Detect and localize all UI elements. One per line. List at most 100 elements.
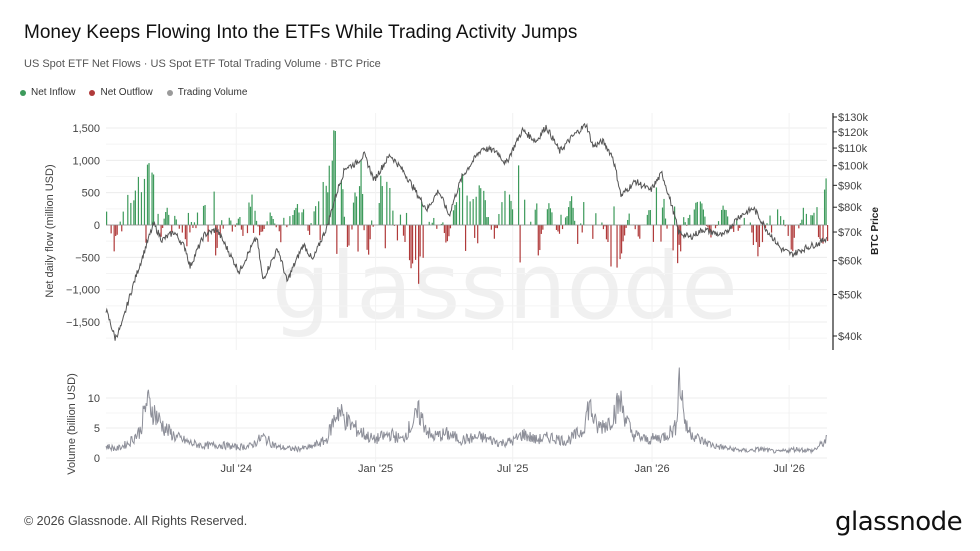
axes: 1,500 1,000 500 0 −500 −1,000 −1,500 $130k $120k… [66, 112, 868, 475]
flow-bar [378, 203, 380, 225]
flow-bar [393, 225, 395, 226]
flow-bar [572, 207, 574, 225]
flow-bar [484, 200, 486, 225]
flow-bar [577, 225, 579, 244]
flow-bar [230, 220, 232, 225]
flow-bar [354, 192, 356, 225]
flow-bar [783, 219, 785, 225]
flow-bar [445, 225, 447, 243]
flow-bar [165, 212, 167, 225]
flow-bar [343, 216, 346, 225]
flow-bar [402, 225, 405, 236]
flow-bar [151, 172, 153, 225]
flow-bar [358, 186, 361, 225]
flow-bar [392, 210, 394, 225]
flow-bar [296, 204, 299, 225]
x-tick-label: Jul '24 [221, 463, 252, 475]
flow-bar [625, 225, 627, 228]
watermark: glassnode [272, 233, 738, 340]
flow-bar [566, 216, 568, 225]
flow-bar [464, 225, 467, 251]
flow-bar [805, 213, 807, 225]
y2-tick-label: $50k [838, 290, 862, 302]
flow-bar [540, 225, 542, 234]
volume-tick-label: 5 [94, 423, 100, 435]
flow-bar [286, 225, 288, 228]
legend-item-net-outflow[interactable]: Net Outflow [89, 87, 153, 98]
flow-bar [386, 181, 388, 225]
flow-bar [399, 214, 402, 225]
flow-bar [602, 225, 605, 230]
flow-bar [567, 207, 570, 225]
flow-bar [381, 186, 383, 225]
flow-bar [739, 225, 741, 229]
flow-bar [678, 225, 680, 245]
flow-bar [113, 225, 115, 252]
flow-bar [355, 196, 358, 225]
flow-bar [193, 222, 196, 225]
flow-bar [363, 225, 365, 231]
flow-bar [581, 225, 583, 233]
flow-bar [174, 215, 176, 225]
brand-logo[interactable]: glassnode [835, 507, 963, 537]
flow-bar [561, 225, 564, 230]
flow-bar [486, 217, 488, 225]
flow-bar [162, 225, 164, 229]
y-axis-title: Net daily flow (million USD) [44, 164, 56, 297]
flow-bar [498, 214, 500, 225]
y-tick-label: 0 [94, 220, 100, 232]
flow-bar [346, 225, 349, 247]
flow-bar [622, 225, 624, 242]
flow-bar [255, 220, 258, 225]
legend-item-net-inflow[interactable]: Net Inflow [20, 87, 75, 98]
flow-bar [340, 180, 342, 225]
flow-bar [278, 225, 280, 232]
flow-bar [801, 219, 803, 225]
flow-bar [733, 225, 735, 232]
flow-bar [389, 187, 391, 225]
legend-dot-icon [166, 89, 173, 96]
flow-bar [798, 225, 800, 229]
flow-bar [342, 189, 344, 225]
flow-bar [536, 203, 538, 225]
flow-bar [461, 173, 464, 225]
flow-bar [490, 225, 492, 230]
flow-bar [813, 212, 815, 225]
flow-bar [396, 225, 399, 241]
flow-bar [518, 165, 520, 225]
y2-tick-label: $100k [838, 161, 868, 173]
flow-bar [442, 222, 444, 225]
legend-item-trading-volume[interactable]: Trading Volume [166, 87, 247, 98]
flow-bar [555, 225, 558, 230]
flow-bar [661, 207, 664, 225]
flow-bar [237, 218, 239, 225]
flow-bar [701, 203, 703, 225]
chart-title: Money Keeps Flowing Into the ETFs While … [24, 22, 578, 43]
flow-bar [222, 225, 224, 229]
y2-tick-label: $130k [838, 112, 868, 124]
flow-bar [372, 225, 374, 227]
flow-bar [704, 216, 706, 225]
flow-bar [236, 223, 238, 225]
flow-bar [371, 220, 373, 225]
flow-bar [749, 222, 751, 225]
legend: Net Inflow Net Outflow Trading Volume [20, 87, 247, 98]
flow-bar [569, 201, 571, 225]
flow-bar [366, 225, 368, 250]
flow-bar [784, 225, 786, 227]
flow-bar [687, 218, 689, 225]
flow-bar [262, 225, 264, 232]
flow-bar [369, 225, 371, 240]
flow-bar [133, 200, 135, 225]
flow-bar [616, 225, 618, 268]
flow-bar [361, 193, 364, 225]
flow-bar [770, 225, 773, 233]
flow-bar [228, 217, 230, 225]
flow-bar [331, 160, 333, 225]
flow-bar [758, 225, 761, 247]
flow-bar [360, 159, 362, 225]
flow-bar [307, 225, 309, 231]
y2-tick-label: $90k [838, 180, 862, 192]
flow-bar [802, 207, 804, 225]
